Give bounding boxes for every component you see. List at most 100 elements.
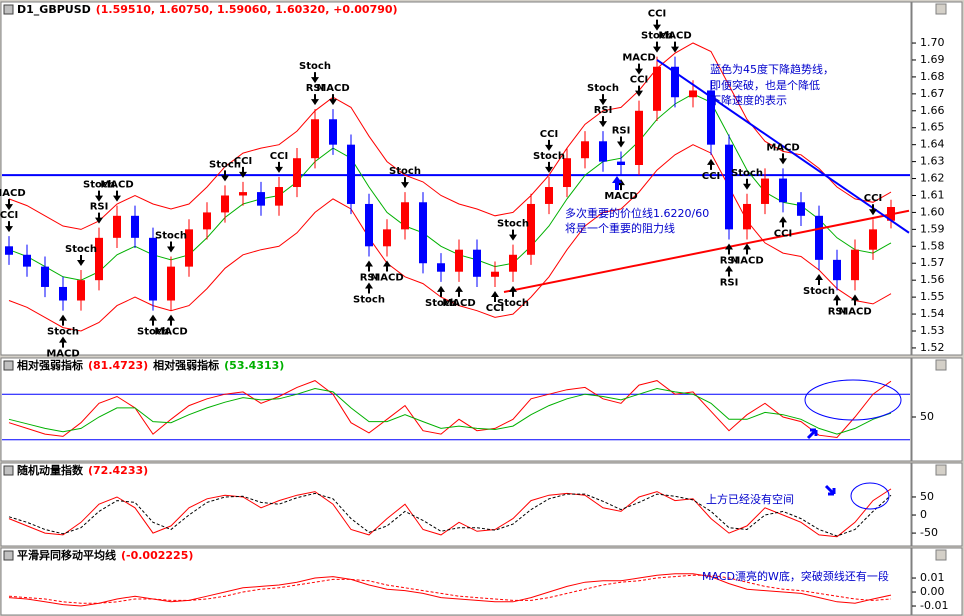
signal-label: Stoch bbox=[587, 83, 619, 94]
candle-body bbox=[23, 254, 31, 267]
signal-label: Stoch bbox=[65, 244, 97, 255]
candle-body bbox=[689, 90, 697, 98]
candle-body bbox=[563, 158, 571, 188]
candle-body bbox=[653, 66, 661, 111]
signal-arrow bbox=[311, 72, 319, 84]
signal-arrow bbox=[617, 136, 625, 148]
signal-label: MACD bbox=[442, 298, 475, 309]
signal-label: Stoch bbox=[137, 327, 169, 338]
signal-label: Stoch bbox=[353, 294, 385, 305]
signal-arrow bbox=[329, 94, 337, 106]
y-tick-label: 1.64 bbox=[920, 138, 945, 151]
candle-body bbox=[833, 259, 841, 281]
candle-body bbox=[113, 215, 121, 238]
signal-label: RSI bbox=[828, 306, 847, 317]
signal-arrow bbox=[95, 212, 103, 224]
y-tick-label: 1.55 bbox=[920, 290, 945, 303]
candle-body bbox=[581, 141, 589, 159]
signal-arrow bbox=[725, 265, 733, 277]
y-tick-label: 1.65 bbox=[920, 121, 945, 134]
signal-arrow bbox=[815, 274, 823, 286]
y-tick-label: 1.68 bbox=[920, 70, 945, 83]
y-tick-label: 1.67 bbox=[920, 87, 945, 100]
series-line bbox=[8, 42, 892, 230]
axis-area bbox=[911, 462, 963, 547]
candle-body bbox=[347, 144, 355, 204]
signal-label: Stoch bbox=[533, 151, 565, 162]
signal-label: Stoch bbox=[641, 31, 673, 42]
panel-button[interactable] bbox=[935, 3, 947, 15]
panel-title: (81.4723) bbox=[88, 359, 148, 372]
candle-body bbox=[473, 249, 481, 277]
y-tick-label: 50 bbox=[920, 410, 934, 423]
signal-arrow bbox=[635, 63, 643, 75]
candle-body bbox=[617, 161, 625, 165]
panel-button[interactable] bbox=[935, 464, 947, 476]
candle-body bbox=[293, 158, 301, 188]
arrow bbox=[824, 484, 836, 496]
signal-label: Stoch bbox=[497, 298, 529, 309]
signal-label: Stoch bbox=[731, 168, 763, 179]
y-tick-label: -0.01 bbox=[920, 599, 948, 612]
candle-body bbox=[725, 144, 733, 230]
signal-label: Stoch bbox=[155, 230, 187, 241]
trendline bbox=[503, 209, 910, 294]
y-tick-label: 1.63 bbox=[920, 155, 945, 168]
signal-arrow bbox=[167, 314, 175, 326]
signal-arrow bbox=[779, 153, 787, 165]
signal-arrow bbox=[833, 294, 841, 306]
annotation: 蓝色为45度下降趋势线， bbox=[710, 62, 834, 76]
signal-arrow bbox=[437, 285, 445, 297]
signal-label: CCI bbox=[630, 75, 648, 86]
signal-label: MACD bbox=[838, 306, 871, 317]
signal-label: RSI bbox=[612, 125, 631, 136]
candle-body bbox=[131, 215, 139, 238]
panel-title: (1.59510, 1.60750, 1.59060, 1.60320, +0.… bbox=[96, 3, 398, 16]
signal-label: MACD bbox=[622, 53, 655, 64]
signal-label: RSI bbox=[720, 278, 739, 289]
signal-label: MACD bbox=[154, 327, 187, 338]
candle-body bbox=[59, 286, 67, 301]
candle-body bbox=[365, 203, 373, 247]
candle-body bbox=[275, 187, 283, 206]
candle-body bbox=[797, 202, 805, 216]
signal-label: Stoch bbox=[209, 159, 241, 170]
signal-arrow bbox=[383, 260, 391, 272]
signal-arrow bbox=[545, 161, 553, 173]
y-tick-label: 1.59 bbox=[920, 222, 945, 235]
panel-title: (53.4313) bbox=[224, 359, 284, 372]
signal-arrow bbox=[779, 216, 787, 228]
panel-button[interactable] bbox=[935, 549, 947, 561]
annotation: 将是一个重要的阻力线 bbox=[565, 221, 675, 235]
signal-arrow bbox=[275, 161, 283, 173]
candle-body bbox=[167, 266, 175, 301]
signal-arrow bbox=[671, 41, 679, 53]
panel-icon bbox=[3, 4, 14, 15]
candle-body bbox=[5, 246, 13, 255]
panel-title: 随机动量指数 bbox=[17, 463, 84, 477]
y-tick-label: 1.58 bbox=[920, 239, 945, 252]
signal-label: Stoch bbox=[425, 298, 457, 309]
series-line bbox=[8, 387, 892, 435]
panel-icon bbox=[3, 465, 14, 476]
panel-icon bbox=[3, 550, 14, 561]
signal-arrow bbox=[725, 243, 733, 255]
signal-label: RSI bbox=[360, 272, 379, 283]
signal-label: MACD bbox=[604, 191, 637, 202]
signal-label: RSI bbox=[90, 202, 109, 213]
signal-arrow bbox=[743, 243, 751, 255]
arrow bbox=[612, 176, 622, 190]
axis-area bbox=[911, 1, 963, 356]
signal-label: RSI bbox=[720, 256, 739, 267]
y-tick-label: -50 bbox=[920, 526, 938, 539]
y-tick-label: 1.56 bbox=[920, 273, 945, 286]
signal-label: MACD bbox=[0, 188, 26, 199]
signal-arrow bbox=[59, 336, 67, 348]
annotation: 多次重要的价位线1.6220/60 bbox=[565, 206, 709, 220]
candle-body bbox=[815, 215, 823, 260]
panel-button[interactable] bbox=[935, 359, 947, 371]
y-tick-label: 1.66 bbox=[920, 104, 945, 117]
signal-label: Stoch bbox=[497, 219, 529, 230]
signal-arrow bbox=[77, 255, 85, 267]
